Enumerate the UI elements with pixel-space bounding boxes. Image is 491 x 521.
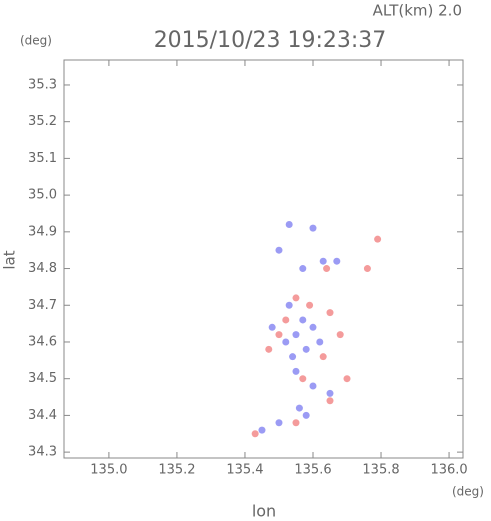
y-tick-label: 34.6 [28,334,57,349]
scatter-point [292,294,300,302]
x-tick-label: 135.2 [158,463,195,478]
scatter-point [251,430,259,438]
scatter-point [268,323,276,331]
y-tick-label: 34.4 [28,408,57,423]
scatter-point [258,426,266,434]
y-unit: (deg) [20,34,52,48]
scatter-point [299,375,307,383]
x-axis-label: lon [252,502,276,521]
scatter-point [282,316,290,324]
scatter-point [336,331,344,339]
scatter-point [309,382,317,390]
scatter-point [326,397,334,405]
scatter-point [316,338,324,346]
scatter-point [282,338,290,346]
y-tick-label: 34.5 [28,371,57,386]
annotation: ALT(km) 2.0 [373,2,462,20]
scatter-point [265,345,273,353]
scatter-point [319,257,327,265]
y-tick-label: 34.3 [28,445,57,460]
scatter-point [295,404,303,412]
y-tick-label: 35.1 [28,151,57,166]
x-tick-label: 136.0 [430,463,467,478]
scatter-point [374,235,382,243]
y-tick-label: 34.7 [28,298,57,313]
scatter-point [319,353,327,361]
scatter-point [363,265,371,273]
scatter-point [302,411,310,419]
y-tick-label: 34.8 [28,261,57,276]
x-tick-label: 135.6 [294,463,331,478]
scatter-point [343,375,351,383]
scatter-point [275,331,283,339]
scatter-point [323,265,331,273]
scatter-point [275,419,283,427]
scatter-point [292,331,300,339]
scatter-point [275,246,283,254]
scatter-point [326,309,334,317]
x-tick-label: 135.8 [362,463,399,478]
y-axis-label: lat [1,250,19,269]
scatter-point [306,301,314,309]
scatter-point [285,301,293,309]
x-unit: (deg) [452,485,484,499]
x-tick-label: 135.0 [90,463,127,478]
scatter-point [292,419,300,427]
scatter-point [333,257,341,265]
scatter-point [302,345,310,353]
scatter-point [309,224,317,232]
scatter-point [292,367,300,375]
scatter-point [285,220,293,228]
y-tick-label: 35.2 [28,114,57,129]
y-tick-label: 35.0 [28,188,57,203]
scatter-point [326,389,334,397]
plot-frame [63,59,464,459]
scatter-point [289,353,297,361]
scatter-point [299,265,307,273]
x-tick-label: 135.4 [226,463,263,478]
scatter-point [309,323,317,331]
scatter-point [299,316,307,324]
y-tick-label: 35.3 [28,77,57,92]
chart-title: 2015/10/23 19:23:37 [154,28,387,53]
y-tick-label: 34.9 [28,224,57,239]
